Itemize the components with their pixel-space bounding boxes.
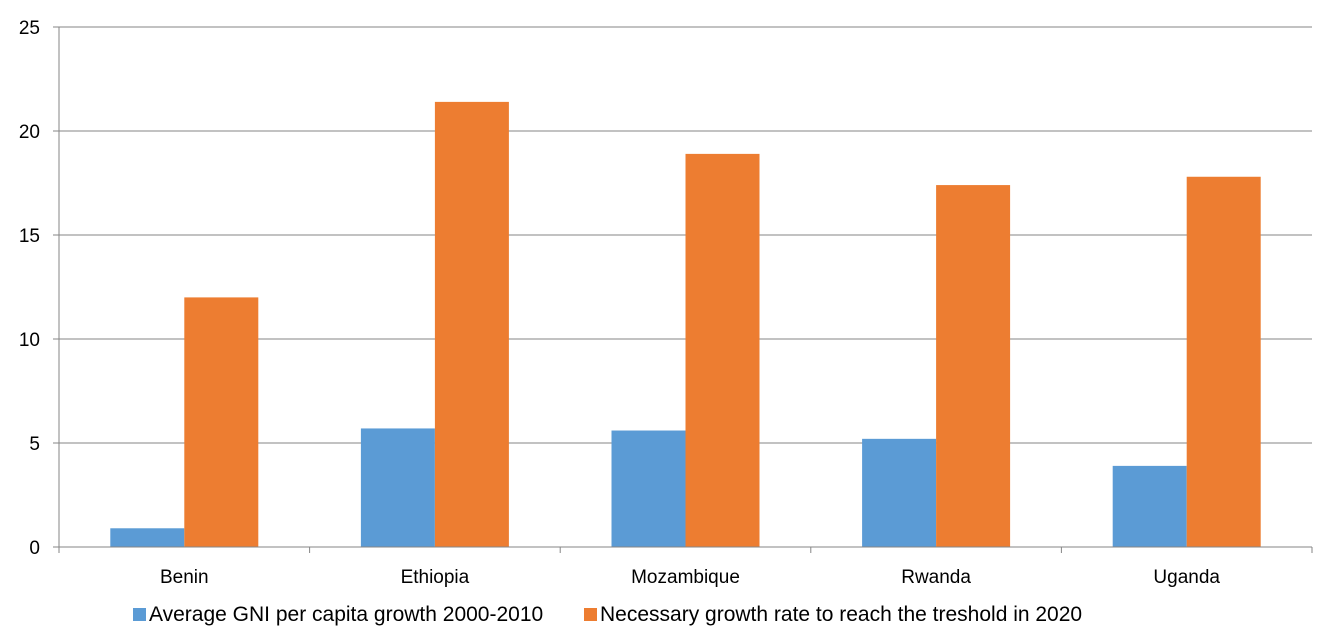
- legend-label-1: Average GNI per capita growth 2000-2010: [149, 603, 543, 626]
- y-axis-tick-labels: 0 5 10 15 20 25: [19, 18, 40, 559]
- y-tick-label: 20: [19, 122, 40, 143]
- y-tick-label: 5: [29, 434, 40, 455]
- x-tick-label: Uganda: [1153, 567, 1220, 588]
- bar-mozambique-series-2: [685, 153, 760, 547]
- bar-uganda-series-2: [1186, 176, 1261, 547]
- bar-ethiopia-series-1: [360, 428, 435, 547]
- y-tick-label: 15: [19, 226, 40, 247]
- y-tick-label: 0: [29, 538, 40, 559]
- x-axis-tick-labels: Benin Ethiopia Mozambique Rwanda Uganda: [160, 567, 1220, 588]
- bar-rwanda-series-2: [936, 185, 1011, 547]
- bars: [110, 101, 1261, 547]
- legend: Average GNI per capita growth 2000-2010 N…: [133, 603, 1082, 626]
- y-tick-label: 10: [19, 330, 40, 351]
- bar-uganda-series-1: [1112, 465, 1187, 547]
- bar-ethiopia-series-2: [434, 101, 509, 547]
- legend-swatch-2: [584, 608, 597, 621]
- x-tick-label: Benin: [160, 567, 209, 588]
- x-tick-label: Mozambique: [631, 567, 740, 588]
- y-tick-label: 25: [19, 18, 40, 39]
- legend-swatch-1: [133, 608, 146, 621]
- bar-rwanda-series-1: [862, 438, 937, 547]
- x-tick-label: Rwanda: [901, 567, 971, 588]
- bar-benin-series-1: [110, 528, 185, 547]
- legend-label-2: Necessary growth rate to reach the tresh…: [600, 603, 1082, 626]
- axes: [53, 26, 1313, 553]
- x-tick-label: Ethiopia: [401, 567, 470, 588]
- bar-mozambique-series-1: [611, 430, 686, 547]
- bar-benin-series-2: [184, 297, 259, 547]
